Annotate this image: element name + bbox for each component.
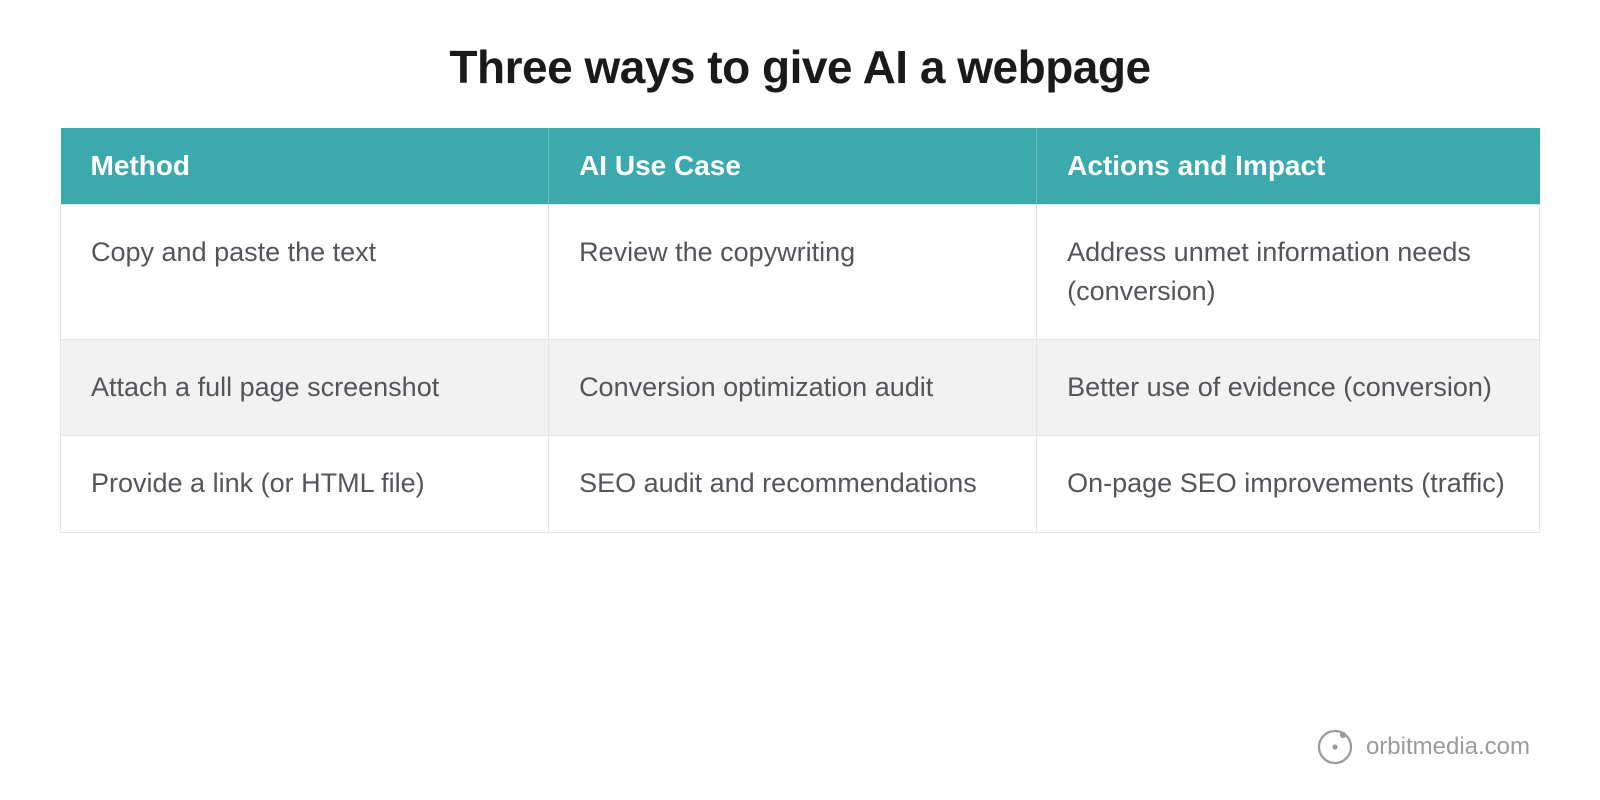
orbit-icon [1316, 728, 1354, 766]
table-row: Provide a link (or HTML file) SEO audit … [61, 436, 1540, 532]
footer-brand-text: orbitmedia.com [1366, 733, 1530, 761]
page-title: Three ways to give AI a webpage [60, 40, 1540, 94]
table-cell: On-page SEO improvements (traffic) [1037, 436, 1540, 532]
table-cell: SEO audit and recommendations [549, 436, 1037, 532]
table-header-cell: Method [61, 128, 549, 205]
methods-table: Method AI Use Case Actions and Impact Co… [60, 128, 1540, 533]
table-header-row: Method AI Use Case Actions and Impact [61, 128, 1540, 205]
table-header-cell: Actions and Impact [1037, 128, 1540, 205]
table-cell: Copy and paste the text [61, 205, 549, 340]
table-cell: Address unmet information needs (convers… [1037, 205, 1540, 340]
footer-brand: orbitmedia.com [1316, 728, 1530, 766]
table-cell: Attach a full page screenshot [61, 340, 549, 436]
table-cell: Conversion optimization audit [549, 340, 1037, 436]
table-cell: Better use of evidence (conversion) [1037, 340, 1540, 436]
table-cell: Review the copywriting [549, 205, 1037, 340]
table-cell: Provide a link (or HTML file) [61, 436, 549, 532]
table-header-cell: AI Use Case [549, 128, 1037, 205]
table-row: Copy and paste the text Review the copyw… [61, 205, 1540, 340]
table-row: Attach a full page screenshot Conversion… [61, 340, 1540, 436]
